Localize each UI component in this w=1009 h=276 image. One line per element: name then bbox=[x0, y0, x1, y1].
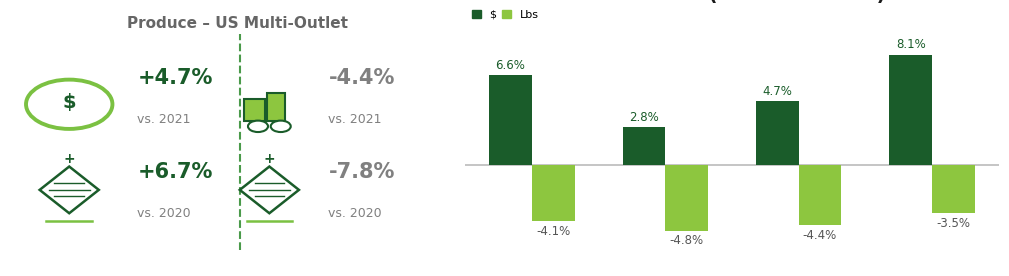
Polygon shape bbox=[240, 166, 299, 213]
Text: vs. 2021: vs. 2021 bbox=[137, 113, 191, 126]
Text: +4.7%: +4.7% bbox=[137, 68, 213, 88]
Text: -3.5%: -3.5% bbox=[936, 216, 971, 230]
Bar bbox=[532, 165, 574, 221]
Bar bbox=[623, 127, 665, 165]
Text: -4.4%: -4.4% bbox=[329, 68, 395, 88]
Bar bbox=[889, 55, 932, 165]
Text: +: + bbox=[263, 152, 275, 166]
Text: Produce – US Multi-Outlet: Produce – US Multi-Outlet bbox=[127, 16, 348, 31]
Text: +: + bbox=[64, 152, 75, 166]
Text: -4.4%: -4.4% bbox=[803, 229, 837, 242]
Text: vs. 2021: vs. 2021 bbox=[329, 113, 382, 126]
Text: vs. 2020: vs. 2020 bbox=[137, 207, 191, 220]
Text: -7.8%: -7.8% bbox=[329, 162, 395, 182]
Text: vs. 2020: vs. 2020 bbox=[329, 207, 382, 220]
Bar bbox=[489, 75, 532, 165]
Text: 6.6%: 6.6% bbox=[495, 59, 526, 72]
Text: 8.1%: 8.1% bbox=[896, 38, 925, 51]
Polygon shape bbox=[39, 166, 99, 213]
Text: $: $ bbox=[63, 94, 76, 113]
Text: -4.1%: -4.1% bbox=[536, 225, 570, 238]
Text: 4.7%: 4.7% bbox=[763, 85, 792, 98]
Bar bbox=[665, 165, 708, 231]
Text: 2.8%: 2.8% bbox=[629, 111, 659, 124]
Text: +6.7%: +6.7% bbox=[137, 162, 213, 182]
Circle shape bbox=[26, 80, 112, 129]
Circle shape bbox=[248, 121, 268, 132]
Bar bbox=[932, 165, 975, 213]
FancyBboxPatch shape bbox=[244, 99, 264, 121]
Bar bbox=[798, 165, 842, 225]
Legend: $, Lbs: $, Lbs bbox=[470, 9, 540, 21]
Text: -4.8%: -4.8% bbox=[670, 234, 703, 247]
FancyBboxPatch shape bbox=[267, 93, 286, 121]
Circle shape bbox=[270, 121, 291, 132]
Title: YTD Trends (thru 40 Weeks): YTD Trends (thru 40 Weeks) bbox=[578, 0, 886, 4]
Bar bbox=[756, 101, 798, 165]
